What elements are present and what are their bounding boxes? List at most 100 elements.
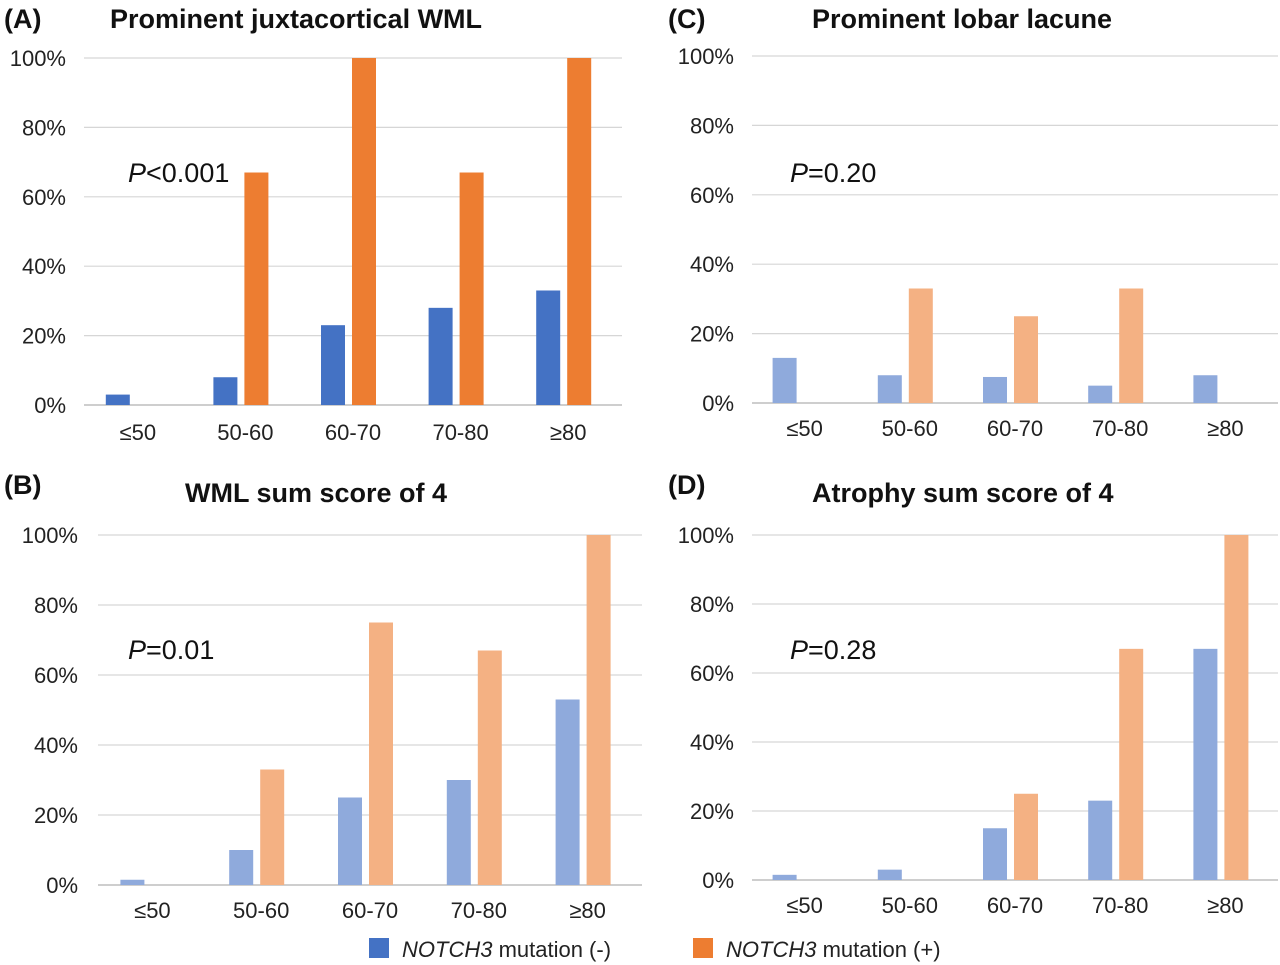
bar-negative xyxy=(877,869,902,880)
bar-positive xyxy=(567,58,592,405)
legend-swatch-positive xyxy=(693,938,713,958)
p-value-annotation: P<0.001 xyxy=(128,158,229,188)
bar-negative xyxy=(772,357,797,403)
legend-label-negative: NOTCH3 mutation (-) xyxy=(402,937,611,962)
x-tick-label: 50-60 xyxy=(882,893,938,918)
panel-letter: (D) xyxy=(668,470,705,500)
x-tick-label: 60-70 xyxy=(987,893,1043,918)
chart-panel-4: (D) Atrophy sum score of 4 0% 20% 40% 60% 80% 1… xyxy=(668,470,1278,918)
y-tick-label: 20% xyxy=(34,803,78,828)
bar-positive xyxy=(477,650,502,885)
x-tick-label: 50-60 xyxy=(882,416,938,441)
panels: (A) Prominent juxtacortical WML 0% 20% 40% 60… xyxy=(4,4,1278,923)
x-tick-label: 50-60 xyxy=(217,420,273,445)
bar-negative xyxy=(1088,800,1113,880)
x-tick-label: 70-80 xyxy=(432,420,488,445)
p-value-annotation: P=0.20 xyxy=(790,158,876,188)
y-tick-label: 80% xyxy=(690,592,734,617)
bar-positive xyxy=(244,172,269,405)
chart-title: Prominent lobar lacune xyxy=(812,4,1112,34)
bar-positive xyxy=(260,769,285,885)
y-tick-label: 0% xyxy=(702,868,734,893)
x-tick-label: 70-80 xyxy=(451,898,507,923)
legend-label-positive: NOTCH3 mutation (+) xyxy=(726,937,941,962)
x-tick-label: ≤50 xyxy=(120,420,157,445)
y-tick-label: 60% xyxy=(22,185,66,210)
chart-panel-1: (A) Prominent juxtacortical WML 0% 20% 40% 60… xyxy=(4,4,622,445)
x-tick-label: ≤50 xyxy=(786,893,823,918)
x-tick-label: 60-70 xyxy=(325,420,381,445)
panel-letter: (A) xyxy=(4,4,41,34)
bar-negative xyxy=(1193,648,1218,880)
bar-negative xyxy=(213,377,238,405)
x-tick-label: ≥80 xyxy=(550,420,587,445)
y-tick-label: 40% xyxy=(690,730,734,755)
y-tick-label: 100% xyxy=(10,46,66,71)
y-tick-label: 80% xyxy=(22,115,66,140)
bar-negative xyxy=(1193,375,1218,403)
bar-negative xyxy=(555,699,580,885)
bar-negative xyxy=(446,780,471,885)
bar-negative xyxy=(983,376,1007,403)
x-tick-label: 60-70 xyxy=(987,416,1043,441)
y-tick-label: 40% xyxy=(34,733,78,758)
bar-negative xyxy=(536,290,561,405)
x-tick-label: 70-80 xyxy=(1092,416,1148,441)
panel-letter: (C) xyxy=(668,4,705,34)
chart-title: WML sum score of 4 xyxy=(185,478,447,508)
y-tick-label: 60% xyxy=(34,663,78,688)
y-tick-label: 60% xyxy=(690,661,734,686)
bar-negative xyxy=(229,850,254,885)
x-tick-label: 70-80 xyxy=(1092,893,1148,918)
bar-negative xyxy=(428,307,453,405)
y-tick-label: 40% xyxy=(690,252,734,277)
chart-panel-2: (C) Prominent lobar lacune 0% 20% 40% 60% 80% 1… xyxy=(668,4,1278,441)
chart-panel-3: (B) WML sum score of 4 0% 20% 40% 60% 80% 100% ≤… xyxy=(4,470,642,923)
bar-negative xyxy=(877,375,902,403)
y-tick-label: 0% xyxy=(702,391,734,416)
y-tick-label: 20% xyxy=(690,799,734,824)
x-tick-label: ≥80 xyxy=(1207,416,1244,441)
bar-positive xyxy=(908,288,933,403)
bar-negative xyxy=(338,797,362,885)
y-tick-label: 100% xyxy=(678,44,734,69)
bar-positive xyxy=(1224,535,1249,880)
bar-negative xyxy=(105,394,130,405)
y-tick-label: 0% xyxy=(34,393,66,418)
legend: NOTCH3 mutation (-) NOTCH3 mutation (+) xyxy=(369,937,941,962)
y-tick-label: 40% xyxy=(22,254,66,279)
y-tick-label: 60% xyxy=(690,183,734,208)
y-tick-label: 80% xyxy=(34,593,78,618)
legend-swatch-negative xyxy=(369,938,389,958)
bar-positive xyxy=(1014,316,1038,403)
bar-positive xyxy=(352,58,376,405)
bar-positive xyxy=(586,535,611,885)
p-value-annotation: P=0.28 xyxy=(790,635,876,665)
bar-negative xyxy=(120,879,145,885)
bar-negative xyxy=(1088,385,1113,403)
y-tick-label: 100% xyxy=(22,523,78,548)
bar-positive xyxy=(1119,288,1144,403)
y-tick-label: 20% xyxy=(690,322,734,347)
bar-positive xyxy=(1119,648,1144,880)
x-tick-label: 60-70 xyxy=(342,898,398,923)
bar-negative xyxy=(772,874,797,880)
x-tick-label: ≤50 xyxy=(786,416,823,441)
bar-negative xyxy=(321,325,345,405)
x-tick-label: ≥80 xyxy=(569,898,606,923)
bar-negative xyxy=(983,828,1007,880)
p-value-annotation: P=0.01 xyxy=(128,635,214,665)
chart-title: Atrophy sum score of 4 xyxy=(812,478,1114,508)
y-tick-label: 20% xyxy=(22,324,66,349)
y-tick-label: 0% xyxy=(46,873,78,898)
chart-title: Prominent juxtacortical WML xyxy=(110,4,482,34)
bar-positive xyxy=(369,622,393,885)
bar-positive xyxy=(1014,793,1038,880)
x-tick-label: 50-60 xyxy=(233,898,289,923)
bar-positive xyxy=(459,172,484,405)
y-tick-label: 80% xyxy=(690,113,734,138)
x-tick-label: ≥80 xyxy=(1207,893,1244,918)
panel-letter: (B) xyxy=(4,470,41,500)
y-tick-label: 100% xyxy=(678,523,734,548)
